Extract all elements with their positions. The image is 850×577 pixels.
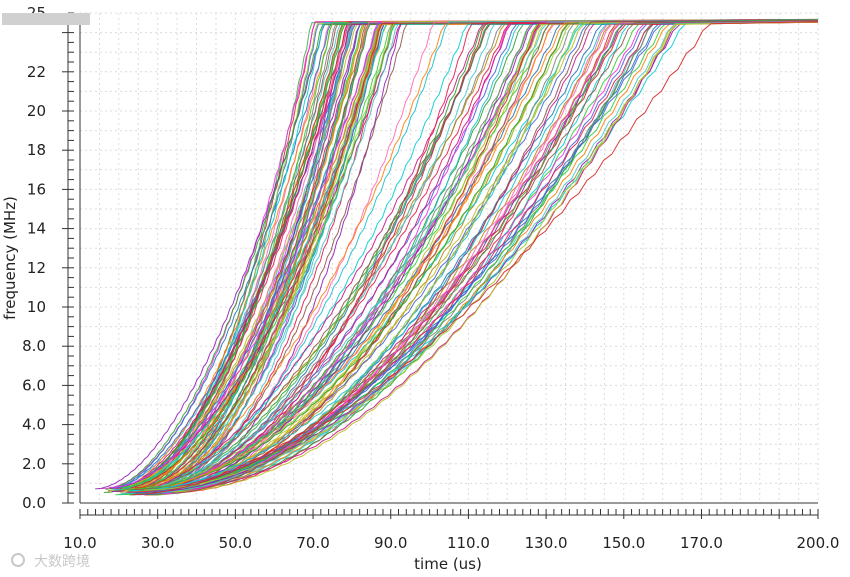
watermark-logo-icon xyxy=(11,553,25,567)
x-axis-label: time (us) xyxy=(414,555,482,573)
series-line xyxy=(132,21,819,496)
y-tick-label: 12 xyxy=(27,259,46,277)
series-line xyxy=(146,20,819,494)
x-tick-label: 10.0 xyxy=(63,534,96,552)
series-line xyxy=(146,21,819,493)
x-tick-labels: 10.0 30.0 50.0 70.0 90.0 110.0 130.0 150.0 170.0… xyxy=(63,534,839,552)
series-line xyxy=(118,20,819,489)
x-tick-label: 170.0 xyxy=(680,534,723,552)
series-line xyxy=(151,19,819,493)
series-line xyxy=(127,20,819,494)
series-line xyxy=(134,21,819,494)
series-line xyxy=(109,19,819,488)
legend-stub xyxy=(2,13,90,25)
x-tick-label: 50.0 xyxy=(219,534,252,552)
series-line xyxy=(121,19,819,494)
series-line xyxy=(105,21,819,490)
series-line xyxy=(149,20,819,490)
x-tick-label: 30.0 xyxy=(141,534,174,552)
y-tick-label: 14 xyxy=(27,220,46,238)
y-tick-label: 20 xyxy=(27,102,46,120)
series-line xyxy=(132,20,819,492)
series-line xyxy=(146,18,819,493)
series-line xyxy=(146,20,819,494)
y-tick-label: 8.0 xyxy=(22,337,46,355)
series-line xyxy=(130,20,819,491)
series-line xyxy=(130,20,819,491)
x-tick-label: 200.0 xyxy=(797,534,840,552)
x-tick-label: 150.0 xyxy=(602,534,645,552)
series-line xyxy=(115,21,819,490)
y-tick-labels: 0.02.04.06.08.01012141618202225 xyxy=(22,4,46,512)
watermark: 大数跨境 xyxy=(34,554,90,570)
series-line xyxy=(139,19,819,491)
series-line xyxy=(101,19,819,490)
y-tick-label: 16 xyxy=(27,180,46,198)
y-axis-label: frequency (MHz) xyxy=(1,196,19,320)
series-line xyxy=(171,19,819,494)
series-line xyxy=(113,19,819,491)
y-tick-label: 10 xyxy=(27,298,46,316)
series-line xyxy=(120,19,819,491)
axes xyxy=(62,12,819,519)
series-line xyxy=(121,19,819,491)
series-lines xyxy=(95,18,819,496)
series-line xyxy=(139,19,819,493)
y-tick-label: 2.0 xyxy=(22,455,46,473)
series-line xyxy=(150,20,819,490)
series-line xyxy=(173,21,819,493)
series-line xyxy=(171,21,819,494)
series-line xyxy=(137,21,819,491)
series-line xyxy=(129,19,819,496)
x-tick-label: 90.0 xyxy=(374,534,407,552)
y-tick-label: 18 xyxy=(27,141,46,159)
series-line xyxy=(146,20,819,489)
series-line xyxy=(143,21,819,491)
y-tick-label: 6.0 xyxy=(22,376,46,394)
x-tick-label: 110.0 xyxy=(447,534,490,552)
series-line xyxy=(145,20,819,496)
x-tick-label: 70.0 xyxy=(296,534,329,552)
y-tick-label: 0.0 xyxy=(22,494,46,512)
y-tick-label: 4.0 xyxy=(22,416,46,434)
series-line xyxy=(111,20,819,489)
series-line xyxy=(113,20,819,489)
series-line xyxy=(134,20,819,489)
series-line xyxy=(128,21,819,493)
series-line xyxy=(117,19,819,491)
series-line xyxy=(148,19,819,492)
series-line xyxy=(138,21,819,492)
x-tick-label: 130.0 xyxy=(525,534,568,552)
y-tick-label: 22 xyxy=(27,63,46,81)
series-line xyxy=(130,20,819,493)
